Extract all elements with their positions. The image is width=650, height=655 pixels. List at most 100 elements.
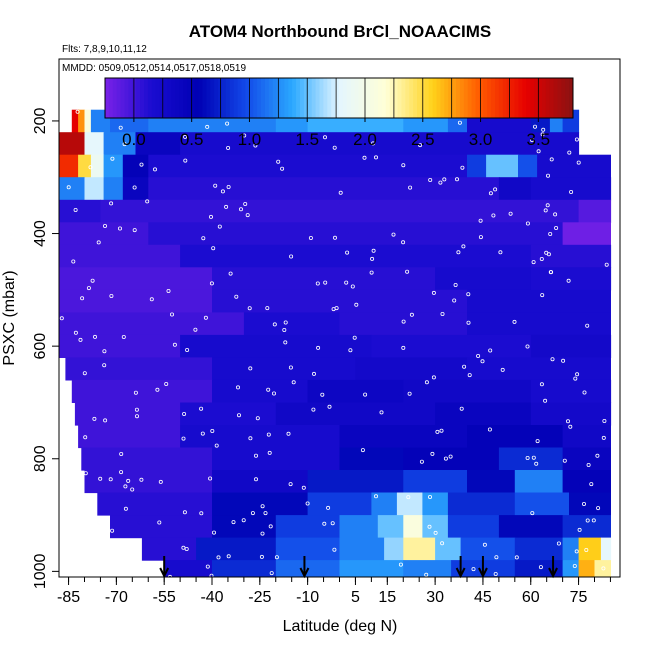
colorbar-segment [514,78,519,118]
heatmap-cell [84,470,213,494]
measurement-point [119,451,124,456]
heatmap-cell [59,132,86,156]
measurement-point [354,302,359,307]
heatmap-cell [103,177,124,201]
measurement-point [591,518,596,523]
measurement-point [133,390,138,395]
measurement-point [543,398,548,403]
colorbar-segment [456,78,461,118]
measurement-point [488,191,493,196]
heatmap-cell [467,289,611,313]
heatmap-cell [212,289,468,313]
heatmap-cell [498,447,564,471]
heatmap-cell [339,425,468,449]
measurement-point [431,290,436,295]
descent-arrow-head [455,567,466,579]
measurement-point [263,511,268,516]
measurement-point [199,406,204,411]
heatmap-cell [59,334,181,358]
measurement-point [370,256,375,261]
measurement-point [181,545,186,550]
measurement-point [398,562,403,567]
colorbar-segment [350,78,356,118]
heatmap-cell [562,425,611,449]
heatmap-cell [307,470,404,494]
measurement-point [561,358,566,363]
measurement-point [166,288,171,293]
heatmap-cell [530,177,612,201]
colorbar-segment [167,78,172,118]
heatmap-cell [59,244,181,268]
measurement-point [109,201,114,206]
measurement-point [245,213,250,218]
measurement-point [276,159,281,164]
colorbar-segment [401,78,406,118]
colorbar-segment [288,78,293,118]
measurement-point [205,564,210,569]
measurement-point [322,521,327,526]
measurement-point [248,366,253,371]
heatmap-cell [578,560,596,577]
colorbar-segment [120,78,125,118]
measurement-point [200,431,205,436]
measurement-point [226,145,231,150]
measurement-point [118,125,123,130]
colorbar-segment [417,78,422,118]
measurement-point [530,511,535,516]
measurement-point [545,203,550,208]
heatmap-cell [600,537,612,561]
measurement-point [546,252,551,257]
measurement-point [391,232,396,237]
heatmap-cell [59,154,79,178]
measurement-point [224,204,229,209]
colorbar-segment [374,78,379,118]
heatmap-cell [148,177,500,201]
heatmap-cell [275,537,341,561]
measurement-point [459,406,464,411]
colorbar-segment [194,78,200,118]
heatmap-cell [403,537,436,561]
measurement-point [530,138,535,143]
measurement-point [493,572,498,577]
heatmap-cell [537,154,611,178]
heatmap-cell [78,109,86,133]
measurement-point [454,177,459,182]
measurement-point [572,564,577,569]
heatmap-cell [562,470,611,494]
heatmap-cell [84,132,105,156]
colorbar-segment [249,78,254,118]
measurement-point [373,494,378,499]
x-axis-label: Latitude (deg N) [283,618,398,635]
flights-label: Flts: 7,8,9,10,11,12 [62,44,147,55]
y-tick-label: 600 [32,333,49,360]
measurement-point [214,443,219,448]
measurement-point [193,327,198,332]
measurement-point [82,371,87,376]
measurement-point [443,456,448,461]
measurement-point [440,541,445,546]
heatmap-cell [403,470,468,494]
measurement-point [535,439,540,444]
descent-arrow-head [478,567,488,579]
colorbar-segment [354,78,359,118]
colorbar-segment [229,78,235,118]
heatmap-cell [74,402,181,426]
measurement-point [158,479,163,484]
measurement-point [369,270,374,275]
measurement-point [438,180,443,185]
measurement-point [488,348,493,353]
measurement-point [440,311,445,316]
measurement-point [589,482,594,487]
heatmap-cell [122,154,149,178]
measurement-point [83,471,88,476]
colorbar-segment [393,78,398,118]
measurement-point [540,293,545,298]
heatmap-cell [498,177,532,201]
measurement-point [134,407,139,412]
colorbar-segment [319,78,324,118]
colorbar-segment [362,78,367,118]
measurement-point [512,319,517,324]
measurement-point [379,410,384,415]
measurement-point [573,579,576,582]
colorbar-segment [210,78,215,118]
